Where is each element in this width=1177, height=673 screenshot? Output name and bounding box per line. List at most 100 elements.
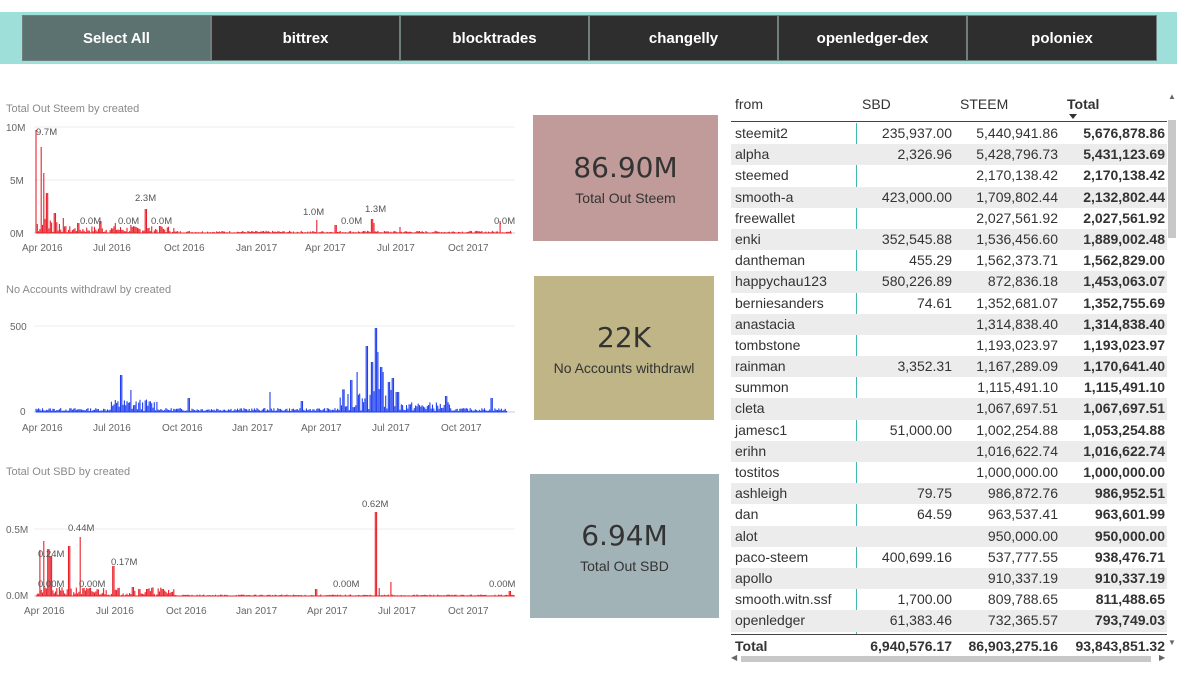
data-label: 0.0M (118, 216, 139, 227)
header-total[interactable]: Total (1067, 96, 1100, 112)
cell-total: 1,352,755.69 (1083, 294, 1165, 311)
table-row[interactable]: alpha 2,326.96 5,428,796.73 5,431,123.69 (731, 144, 1167, 166)
cell-from: berniesanders (735, 294, 824, 311)
cell-steem: 1,314,838.40 (976, 315, 1058, 332)
cell-from: cleta (735, 400, 765, 417)
vertical-scrollbar[interactable]: ▲ ▼ (1167, 92, 1177, 650)
card-label: Total Out Steem (575, 189, 676, 206)
steem-chart[interactable]: 10M 5M 0M Apr 2016 Jul 2016 Oct 2016 Jan… (0, 118, 520, 258)
data-label: 0.62M (362, 499, 388, 510)
sort-descending-icon[interactable] (1069, 114, 1077, 119)
data-label: 0.0M (80, 216, 101, 227)
no-accounts-card[interactable]: 22K No Accounts withdrawl (534, 276, 714, 420)
table-row[interactable]: dantheman 455.29 1,562,373.71 1,562,829.00 (731, 250, 1167, 271)
card-value: 6.94M (581, 518, 668, 552)
x-tick: Oct 2017 (448, 606, 489, 617)
table-row[interactable]: rainman 3,352.31 1,167,289.09 1,170,641.40 (731, 356, 1167, 378)
table-row[interactable]: openledger 61,383.46 732,365.57 793,749.03 (731, 610, 1167, 632)
table-row[interactable]: happychau123 580,226.89 872,836.18 1,453,06… (731, 271, 1167, 293)
openledger-dex-button[interactable]: openledger-dex (778, 15, 967, 61)
cell-steem: 1,709,802.44 (976, 188, 1058, 205)
scroll-left-icon[interactable]: ◀ (731, 653, 738, 662)
cell-total: 5,676,878.86 (1083, 125, 1165, 141)
cell-sbd: 455.29 (909, 252, 952, 269)
cell-sbd: 64.59 (916, 506, 952, 523)
data-label: 0.00M (489, 579, 515, 590)
table-row[interactable]: enki 352,545.88 1,536,456.60 1,889,002.48 (731, 228, 1167, 251)
data-label: 2.3M (135, 193, 156, 204)
cell-steem: 809,788.65 (987, 591, 1058, 608)
table-row[interactable]: jamesc1 51,000.00 1,002,254.88 1,053,254.88 (731, 420, 1167, 441)
x-tick: Jul 2017 (378, 606, 416, 617)
x-tick: Jul 2017 (377, 243, 415, 254)
cell-from: happychau123 (735, 273, 827, 290)
changelly-button[interactable]: changelly (589, 15, 778, 61)
header-sbd[interactable]: SBD (862, 96, 891, 112)
table-row[interactable]: anastacia 1,314,838.40 1,314,838.40 (731, 313, 1167, 335)
sbd-chart[interactable]: 0.5M 0.0M Apr 2016 Jul 2016 Oct 2016 Jan… (0, 498, 520, 618)
scroll-right-icon[interactable]: ▶ (1159, 653, 1166, 662)
card-value: 22K (597, 320, 651, 354)
cell-from: apollo (735, 569, 773, 586)
poloniex-button[interactable]: poloniex (967, 15, 1157, 61)
cell-from: paco-steem (735, 548, 809, 565)
cell-from: steemit2 (735, 125, 788, 141)
table-row[interactable]: erihn 1,016,622.74 1,016,622.74 (731, 440, 1167, 462)
steem-bars (35, 130, 512, 234)
cell-sbd: 235,937.00 (881, 125, 952, 141)
table-row[interactable]: freewallet 2,027,561.92 2,027,561.92 (731, 208, 1167, 229)
cell-from: smooth-a (735, 188, 794, 205)
data-label: 0.0M (341, 216, 362, 227)
scroll-thumb[interactable] (1168, 120, 1176, 238)
y-tick: 0M (10, 229, 24, 240)
table-row[interactable]: smooth.witn.ssf 1,700.00 809,788.65 811,488… (731, 589, 1167, 610)
table-row[interactable]: berniesanders 74.61 1,352,681.07 1,352,755.… (731, 293, 1167, 314)
total-out-sbd-card[interactable]: 6.94M Total Out SBD (530, 474, 719, 618)
table-row[interactable]: cleta 1,067,697.51 1,067,697.51 (731, 398, 1167, 420)
header-steem[interactable]: STEEM (960, 96, 1009, 112)
table-row[interactable]: steemit2 235,937.00 5,440,941.86 5,676,878.… (731, 123, 1167, 144)
x-tick: Apr 2017 (307, 606, 348, 617)
cell-from: alpha (735, 146, 770, 163)
cell-total: 5,431,123.69 (1083, 146, 1165, 163)
scroll-down-icon[interactable]: ▼ (1168, 638, 1176, 647)
table-row[interactable]: ashleigh 79.75 986,872.76 986,952.51 (731, 483, 1167, 505)
cell-from: enki (735, 230, 761, 247)
cell-steem: 2,027,561.92 (976, 209, 1058, 226)
cell-total: 2,170,138.42 (1083, 167, 1165, 184)
cell-total: 2,132,802.44 (1083, 188, 1165, 205)
hscroll-thumb[interactable] (741, 656, 1151, 662)
cell-total: 986,952.51 (1094, 485, 1165, 502)
table-row[interactable]: smooth-a 423,000.00 1,709,802.44 2,132,802.… (731, 186, 1167, 208)
data-label: 1.0M (303, 207, 324, 218)
x-tick: Apr 2016 (22, 243, 63, 254)
header-from[interactable]: from (735, 96, 763, 112)
bittrex-button[interactable]: bittrex (211, 15, 400, 61)
scroll-up-icon[interactable]: ▲ (1168, 92, 1176, 101)
x-tick: Apr 2017 (305, 243, 346, 254)
select-all-button[interactable]: Select All (22, 15, 211, 61)
cell-steem: 1,016,622.74 (976, 442, 1058, 459)
cell-sbd: 2,326.96 (897, 146, 953, 163)
total-sbd: 6,940,576.17 (870, 638, 952, 654)
table-row[interactable]: tostitos 1,000,000.00 1,000,000.00 (731, 462, 1167, 483)
table-row[interactable]: steemed 2,170,138.42 2,170,138.42 (731, 165, 1167, 186)
table-row[interactable]: dan 64.59 963,537.41 963,601.99 (731, 504, 1167, 525)
x-tick: Jan 2017 (236, 243, 278, 254)
table-row[interactable]: paco-steem 400,699.16 537,777.55 938,476.71 (731, 547, 1167, 568)
accounts-chart[interactable]: 500 0 Apr 2016 Jul 2016 Oct 2016 Jan 201… (0, 318, 520, 438)
cell-sbd: 1,700.00 (897, 591, 953, 608)
x-tick: Apr 2017 (301, 423, 342, 434)
table-row[interactable]: alot 950,000.00 950,000.00 (731, 525, 1167, 547)
cell-from: summon (735, 379, 789, 396)
cell-total: 1,115,491.10 (1084, 379, 1165, 396)
table-row[interactable]: apollo 910,337.19 910,337.19 (731, 567, 1167, 590)
table-row[interactable]: summon 1,115,491.10 1,115,491.10 (731, 377, 1167, 398)
withdrawals-table: from SBD STEEM Total steemit2 235,937.00 5… (731, 88, 1177, 663)
accounts-bars (35, 328, 508, 413)
total-out-steem-card[interactable]: 86.90M Total Out Steem (533, 115, 718, 241)
blocktrades-button[interactable]: blocktrades (400, 15, 589, 61)
cell-sbd: 74.61 (916, 294, 952, 311)
table-row[interactable]: tombstone 1,193,023.97 1,193,023.97 (731, 335, 1167, 356)
horizontal-scrollbar[interactable]: ◀ ▶ (731, 653, 1167, 663)
